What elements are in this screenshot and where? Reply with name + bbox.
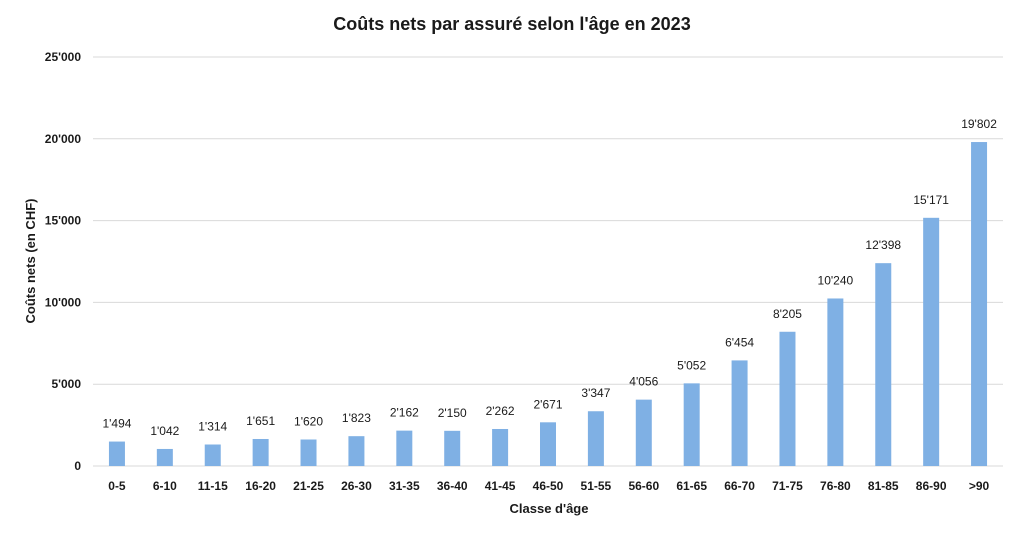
x-tick-label: 16-20	[245, 479, 276, 493]
y-axis-title: Coûts nets (en CHF)	[23, 199, 38, 324]
bar	[300, 439, 317, 466]
data-label: 1'620	[294, 414, 323, 428]
bar	[731, 360, 748, 466]
data-label: 10'240	[818, 273, 854, 287]
data-labels: 1'494 1'042 1'314 1'651 1'620 1'823 2'162 2'150…	[102, 117, 997, 438]
bar	[396, 430, 413, 466]
bar	[923, 217, 940, 466]
y-tick-label: 25'000	[45, 50, 82, 64]
x-tick-label: 51-55	[581, 479, 612, 493]
chart-title: Coûts nets par assuré selon l'âge en 202…	[333, 14, 690, 34]
x-tick-label: 71-75	[772, 479, 803, 493]
x-tick-label: 31-35	[389, 479, 420, 493]
data-label: 2'150	[438, 406, 467, 420]
x-tick-label: 61-65	[676, 479, 707, 493]
bar	[444, 430, 461, 466]
bar	[492, 428, 509, 466]
data-label: 6'454	[725, 335, 754, 349]
bar	[827, 298, 844, 466]
y-tick-label: 15'000	[45, 214, 82, 228]
x-tick-label: 76-80	[820, 479, 851, 493]
data-label: 3'347	[581, 386, 610, 400]
x-tick-label: 41-45	[485, 479, 516, 493]
x-tick-label: 11-15	[198, 479, 228, 493]
bar	[108, 441, 125, 466]
x-tick-label: >90	[969, 479, 990, 493]
bars	[108, 142, 988, 466]
data-label: 1'651	[246, 414, 275, 428]
bar	[587, 411, 604, 466]
x-tick-label: 86-90	[916, 479, 947, 493]
gridlines	[93, 56, 1003, 467]
y-axis-ticks: 0 5'000 10'000 15'000 20'000 25'000	[45, 50, 82, 473]
x-tick-label: 56-60	[628, 479, 659, 493]
data-label: 4'056	[629, 375, 658, 389]
data-label: 1'042	[150, 424, 179, 438]
y-tick-label: 5'000	[51, 377, 81, 391]
y-tick-label: 20'000	[45, 132, 82, 146]
y-tick-label: 10'000	[45, 295, 82, 309]
y-tick-label: 0	[74, 459, 81, 473]
x-tick-label: 21-25	[293, 479, 324, 493]
x-axis-title: Classe d'âge	[510, 501, 589, 516]
data-label: 2'162	[390, 406, 419, 420]
x-tick-label: 46-50	[533, 479, 564, 493]
x-tick-label: 36-40	[437, 479, 468, 493]
data-label: 2'262	[486, 404, 515, 418]
bar	[252, 438, 269, 466]
bar	[540, 422, 556, 466]
data-label: 1'823	[342, 411, 371, 425]
x-tick-label: 26-30	[341, 479, 372, 493]
data-label: 5'052	[677, 358, 706, 372]
x-tick-label: 81-85	[868, 479, 899, 493]
x-axis-ticks: 0-5 6-10 11-15 16-20 21-25 26-30 31-35 36-40 41-…	[108, 479, 989, 493]
bar	[779, 331, 796, 466]
x-tick-label: 66-70	[724, 479, 755, 493]
bar	[204, 444, 221, 466]
data-label: 15'171	[913, 193, 949, 207]
x-tick-label: 6-10	[153, 479, 177, 493]
data-label: 1'314	[198, 420, 227, 434]
x-tick-label: 0-5	[108, 479, 126, 493]
data-label: 2'671	[534, 397, 563, 411]
bar	[635, 399, 652, 466]
bar	[683, 383, 700, 466]
data-label: 1'494	[102, 417, 131, 431]
data-label: 8'205	[773, 307, 802, 321]
bar	[971, 142, 988, 466]
data-label: 12'398	[865, 238, 901, 252]
bar	[156, 448, 173, 466]
bar	[348, 436, 365, 466]
data-label: 19'802	[961, 117, 997, 131]
bar	[875, 263, 892, 466]
